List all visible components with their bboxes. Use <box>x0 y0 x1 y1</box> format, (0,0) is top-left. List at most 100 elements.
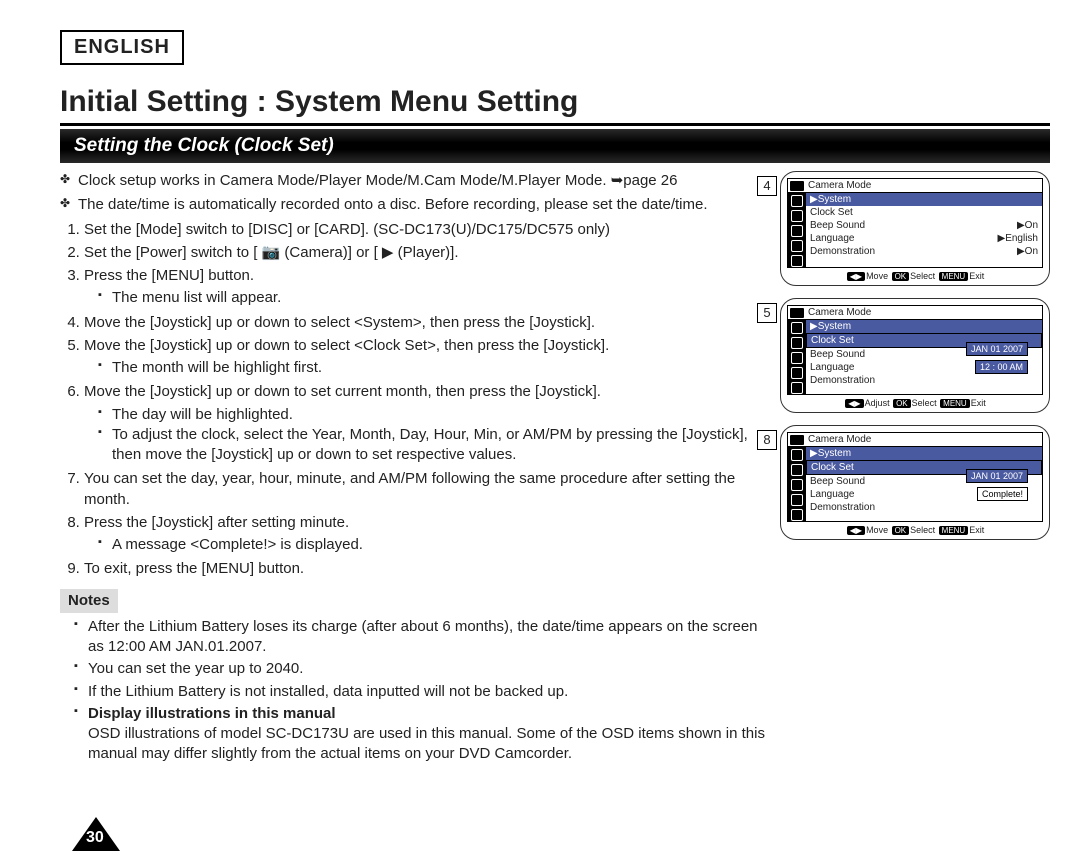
strip-icon <box>791 494 803 506</box>
strip-icon <box>791 240 803 252</box>
osd-icon-strip <box>788 193 806 267</box>
osd-menu-row: Demonstration▶On <box>806 245 1042 258</box>
osd-row-label: Demonstration <box>810 246 875 257</box>
osd-screen: Camera Mode ▶System Clock Set Beep Sound Lan… <box>787 432 1043 522</box>
osd-footer: ◀▶Move OKSelect MENUExit <box>787 268 1043 281</box>
osd-screen: Camera Mode ▶SystemClock Set Beep Sound ▶On… <box>787 178 1043 268</box>
camera-icon <box>790 435 804 445</box>
camera-icon <box>790 308 804 318</box>
osd-row-label: Demonstration <box>810 502 875 513</box>
key-icon: ◀▶ <box>847 526 865 535</box>
step-subitem: The menu list will appear. <box>98 288 766 308</box>
osd-system-row: ▶System <box>806 447 1042 460</box>
intro-line: Clock setup works in Camera Mode/Player … <box>60 171 766 191</box>
osd-figure: 5Camera Mode▶SystemClock SetBeep SoundLa… <box>780 298 1050 413</box>
osd-icon-strip <box>788 320 806 394</box>
osd-system-row: ▶System <box>806 320 1042 333</box>
step-sublist: The month will be highlight first. <box>84 358 766 378</box>
strip-icon <box>791 225 803 237</box>
figure-number: 5 <box>757 303 777 323</box>
osd-body: ▶System Clock Set Beep Sound Language Demons… <box>788 320 1042 394</box>
step-sublist: The day will be highlighted.To adjust th… <box>84 405 766 466</box>
notes-list: After the Lithium Battery loses its char… <box>60 617 766 765</box>
osd-menu: ▶SystemClock Set Beep Sound ▶On Language ▶En… <box>806 193 1042 267</box>
osd-row-label: Language <box>810 233 855 244</box>
key-icon: MENU <box>940 399 970 408</box>
osd-footer: ◀▶Adjust OKSelect MENUExit <box>787 395 1043 408</box>
osd-overlay-time: Complete! <box>977 487 1028 501</box>
page-number: 30 <box>86 829 104 847</box>
step-sublist: A message <Complete!> is displayed. <box>84 535 766 555</box>
osd-menu-row: Clock Set <box>806 206 1042 219</box>
osd-figure: 8Camera Mode▶SystemClock SetBeep SoundLa… <box>780 425 1050 540</box>
osd-header: Camera Mode <box>788 306 1042 320</box>
strip-icon <box>791 352 803 364</box>
key-icon: MENU <box>939 272 969 281</box>
osd-row-label: Language <box>810 489 855 500</box>
step-subitem: To adjust the clock, select the Year, Mo… <box>98 425 766 466</box>
osd-menu-row: Demonstration <box>806 374 1042 387</box>
osd-body: ▶SystemClock Set Beep Sound ▶On Language ▶En… <box>788 193 1042 267</box>
step-item: Move the [Joystick] up or down to set cu… <box>84 382 766 465</box>
osd-row-value: ▶English <box>998 233 1039 244</box>
note-item: Display illustrations in this manualOSD … <box>74 704 766 765</box>
osd-menu-row: Beep Sound ▶On <box>806 219 1042 232</box>
osd-mode-label: Camera Mode <box>808 434 871 445</box>
figure-number: 4 <box>757 176 777 196</box>
subtitle-band: Setting the Clock (Clock Set) <box>60 129 1050 163</box>
note-item: You can set the year up to 2040. <box>74 659 766 679</box>
step-item: Press the [MENU] button.The menu list wi… <box>84 266 766 309</box>
strip-icon <box>791 210 803 222</box>
strip-icon <box>791 337 803 349</box>
title-rule <box>60 123 1050 126</box>
step-subitem: A message <Complete!> is displayed. <box>98 535 766 555</box>
strip-icon <box>791 195 803 207</box>
osd-screen: Camera Mode ▶System Clock Set Beep Sound Lan… <box>787 305 1043 395</box>
strip-icon <box>791 367 803 379</box>
osd-row-value: ▶On <box>1017 220 1038 231</box>
strip-icon <box>791 509 803 521</box>
osd-menu: ▶System Clock Set Beep Sound Language Demons… <box>806 320 1042 394</box>
key-icon: ◀▶ <box>847 272 865 281</box>
osd-row-label: Beep Sound <box>810 349 865 360</box>
strip-icon <box>791 449 803 461</box>
osd-header: Camera Mode <box>788 433 1042 447</box>
osd-system-row: ▶System <box>806 193 1042 206</box>
intro-line: The date/time is automatically recorded … <box>60 195 766 215</box>
steps-list: Set the [Mode] switch to [DISC] or [CARD… <box>60 220 766 580</box>
step-subitem: The month will be highlight first. <box>98 358 766 378</box>
note-item: If the Lithium Battery is not installed,… <box>74 682 766 702</box>
notes-label: Notes <box>60 589 118 613</box>
osd-menu-row: Demonstration <box>806 501 1042 514</box>
key-icon: OK <box>893 399 911 408</box>
osd-mode-label: Camera Mode <box>808 180 871 191</box>
osd-row-label: Demonstration <box>810 375 875 386</box>
step-item: Move the [Joystick] up or down to select… <box>84 313 766 333</box>
key-icon: ◀▶ <box>845 399 863 408</box>
strip-icon <box>791 464 803 476</box>
osd-mode-label: Camera Mode <box>808 307 871 318</box>
right-column: 4Camera Mode▶SystemClock SetBeep Sound▶O… <box>780 171 1050 767</box>
strip-icon <box>791 382 803 394</box>
note-item: After the Lithium Battery loses its char… <box>74 617 766 658</box>
osd-row-label: Beep Sound <box>810 220 865 231</box>
osd-menu-row: Language ▶English <box>806 232 1042 245</box>
osd-overlay-date: JAN 01 2007 <box>966 342 1028 356</box>
osd-header: Camera Mode <box>788 179 1042 193</box>
osd-row-label: Clock Set <box>811 335 854 346</box>
step-item: Set the [Mode] switch to [DISC] or [CARD… <box>84 220 766 240</box>
language-box: ENGLISH <box>60 30 184 65</box>
step-item: Press the [Joystick] after setting minut… <box>84 513 766 556</box>
content-area: Clock setup works in Camera Mode/Player … <box>60 171 1050 767</box>
strip-icon <box>791 255 803 267</box>
osd-footer: ◀▶Move OKSelect MENUExit <box>787 522 1043 535</box>
key-icon: OK <box>892 272 910 281</box>
osd-row-label: Clock Set <box>810 207 853 218</box>
strip-icon <box>791 479 803 491</box>
step-item: To exit, press the [MENU] button. <box>84 559 766 579</box>
osd-row-label: Language <box>810 362 855 373</box>
key-icon: MENU <box>939 526 969 535</box>
osd-row-label: Beep Sound <box>810 476 865 487</box>
step-item: Move the [Joystick] up or down to select… <box>84 336 766 379</box>
osd-row-label: Clock Set <box>811 462 854 473</box>
